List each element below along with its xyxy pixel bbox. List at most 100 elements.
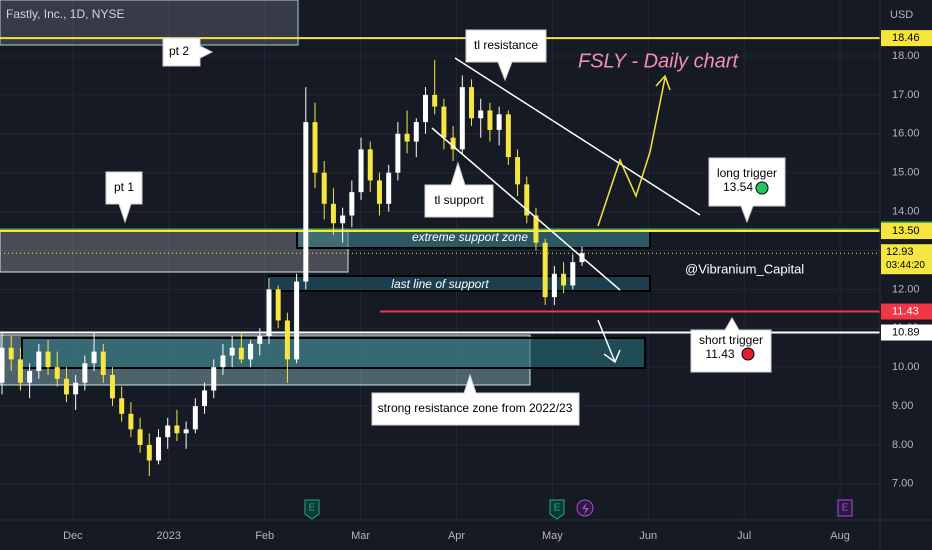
candle-body (257, 336, 263, 344)
event-icon: E (304, 499, 320, 520)
callout-text: pt 1 (114, 180, 134, 194)
candle-body (459, 87, 465, 150)
grid (0, 0, 880, 520)
price-tag-label: 10.89 (892, 326, 920, 338)
candles (0, 59, 585, 477)
callout: tl support (424, 161, 494, 218)
x-tick-label: Jun (639, 530, 657, 542)
candle-body (202, 390, 208, 407)
candle-body (551, 273, 557, 298)
candle-body (570, 262, 576, 286)
callout: short trigger 11.43 (690, 317, 772, 373)
event-label: E (309, 503, 316, 514)
candle-body (533, 215, 539, 243)
candle-body (294, 281, 300, 360)
y-tick-label: 17.00 (892, 89, 920, 101)
countdown: 03:44:20 (886, 260, 925, 271)
callout: strong resistance zone from 2022/23 (371, 373, 580, 426)
green-dot (755, 181, 769, 195)
x-tick-label: Mar (351, 530, 370, 542)
candle-body (450, 137, 456, 150)
callout: tl resistance (465, 29, 547, 82)
candle-body (36, 351, 42, 372)
candle-body (100, 351, 106, 375)
price-tag-label: 13.50 (892, 225, 920, 237)
callout-text: tl support (434, 193, 484, 207)
x-tick-label: May (542, 530, 563, 542)
tl-support-line (431, 127, 621, 291)
candle-body (91, 351, 97, 364)
author: @Vibranium_Capital (685, 261, 804, 276)
price-tag (881, 324, 932, 341)
projection-up (597, 77, 666, 227)
zone-box (0, 229, 349, 273)
candle-body (17, 359, 23, 383)
price-tag-label: 11.43 (892, 305, 919, 317)
y-tick-label: 12.00 (892, 283, 920, 295)
candle-body (238, 347, 244, 360)
callout-text: strong resistance zone from 2022/23 (378, 401, 573, 415)
x-tick-label: Dec (63, 530, 83, 542)
candle-body (542, 242, 548, 298)
candle-body (441, 106, 447, 138)
event-label: E (554, 503, 561, 514)
callout: pt 2 (162, 37, 214, 67)
candle-body (386, 172, 392, 204)
price-tag (881, 223, 932, 240)
candle-body (340, 215, 346, 224)
candle-body (404, 133, 410, 142)
candle-body (413, 122, 419, 142)
candle-body (376, 180, 382, 204)
candle-body (422, 94, 428, 123)
y-tick-label: 16.00 (892, 128, 920, 140)
candle-body (183, 429, 189, 434)
candle-body (275, 289, 281, 321)
candle-body (82, 363, 88, 383)
candle-body (524, 184, 530, 216)
y-tick-label: 14.00 (892, 205, 920, 217)
candle-body (73, 382, 79, 395)
zone-label: extreme support zone (412, 230, 528, 244)
candle-body (229, 347, 235, 356)
event-icon (576, 499, 594, 517)
candle-body (63, 378, 69, 395)
callout-text: tl resistance (474, 38, 538, 52)
currency: USD (890, 9, 913, 21)
y-tick-label: 9.00 (892, 400, 913, 412)
chart-title: Fastly, Inc., 1D, NYSE (6, 7, 124, 21)
callout-text: 11.43 (705, 347, 734, 361)
candle-body (0, 347, 5, 383)
headline: FSLY - Daily chart (578, 50, 740, 72)
candle-body (165, 425, 171, 438)
y-tick-label: 7.00 (892, 478, 913, 490)
event-icon: E (549, 499, 565, 520)
candle-body (211, 367, 217, 391)
callout: pt 1 (105, 171, 143, 224)
candle-body (561, 273, 567, 286)
price-tag (881, 30, 932, 47)
event-label: E (842, 503, 849, 514)
candle-body (432, 94, 438, 107)
y-tick-label: 18.00 (892, 50, 920, 62)
strong-resistance-zone (21, 337, 646, 369)
candle-body (469, 87, 475, 119)
candle-body (266, 289, 272, 337)
candle-body (321, 172, 327, 204)
candle-body (27, 371, 33, 383)
tl-resistance-line (454, 57, 701, 216)
y-tick-label: 8.00 (892, 439, 913, 451)
candle-body (146, 444, 152, 461)
candle-body (367, 149, 373, 181)
red-dot (741, 347, 755, 361)
candle-body (505, 114, 511, 158)
zone-label: last line of support (391, 277, 489, 291)
candle-body (220, 355, 226, 368)
candle-body (45, 351, 51, 368)
levels (0, 37, 880, 334)
candle-body (515, 157, 521, 185)
candle-body (248, 343, 254, 360)
last-price-tag (881, 244, 932, 275)
x-tick-label: Jul (737, 530, 751, 542)
callout-text: 13.54 (723, 180, 753, 194)
candle-body (330, 203, 336, 224)
